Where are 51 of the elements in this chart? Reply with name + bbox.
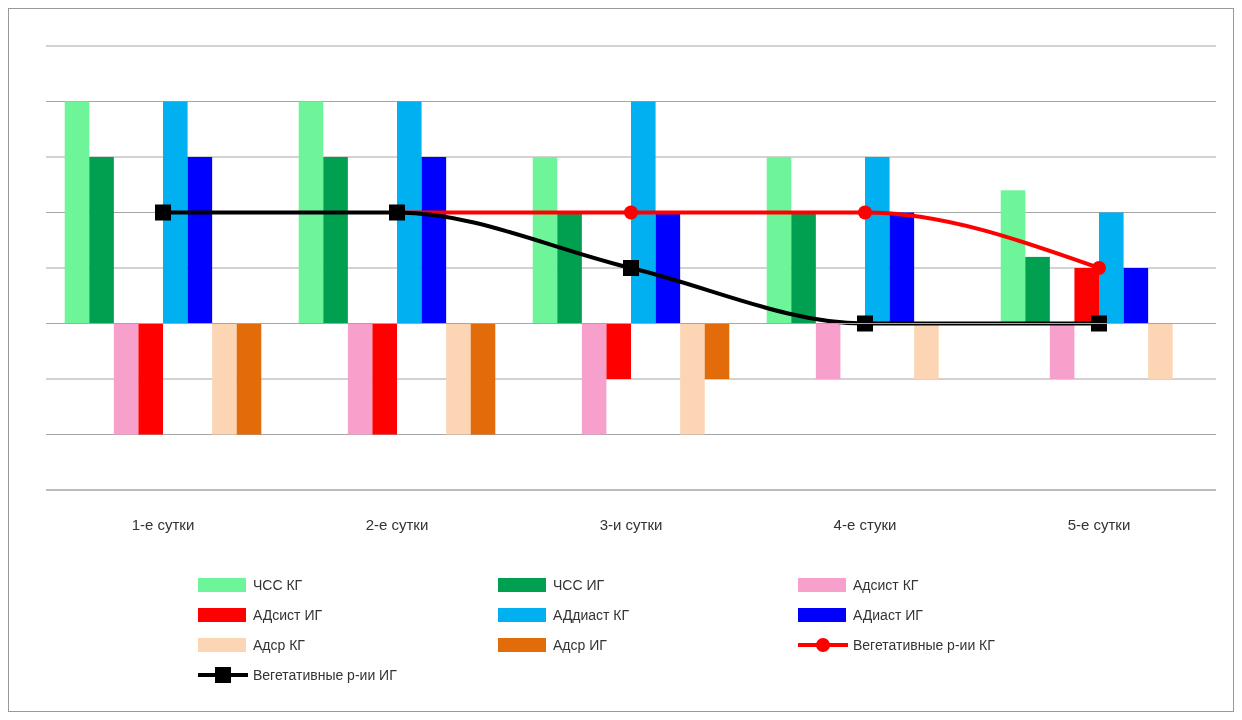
- legend-label: АДсист ИГ: [253, 607, 323, 623]
- x-tick-label: 3-и сутки: [599, 516, 663, 533]
- legend-label: Адсист КГ: [853, 577, 919, 593]
- bar: [89, 157, 114, 324]
- bar: [212, 323, 237, 435]
- x-tick-label: 4-е стуки: [833, 516, 897, 533]
- x-tick-label: 5-е сутки: [1067, 516, 1131, 533]
- bar: [64, 101, 90, 324]
- bar: [766, 157, 792, 324]
- bar: [113, 323, 139, 435]
- bar: [397, 101, 422, 324]
- bar: [298, 101, 324, 324]
- bar: [1049, 323, 1075, 379]
- legend-label: Адср ИГ: [553, 637, 608, 653]
- bar: [680, 323, 705, 435]
- bar: [704, 323, 730, 379]
- bar: [631, 101, 656, 324]
- bar: [323, 157, 348, 324]
- bar: [446, 323, 471, 435]
- bar: [347, 323, 373, 435]
- bar: [1099, 212, 1124, 324]
- bar: [606, 323, 631, 379]
- legend-label: АДиаст ИГ: [853, 607, 924, 623]
- bar: [187, 157, 213, 324]
- bar: [1148, 323, 1173, 379]
- bar: [163, 101, 188, 324]
- bar: [914, 323, 939, 379]
- bar: [470, 323, 496, 435]
- bar: [372, 323, 397, 435]
- bar: [1000, 190, 1026, 324]
- x-tick-label: 1-е сутки: [131, 516, 195, 533]
- bar: [421, 157, 447, 324]
- bar: [815, 323, 841, 379]
- bar: [791, 212, 816, 324]
- legend-label: ЧСС ИГ: [553, 577, 605, 593]
- bar: [1123, 268, 1149, 324]
- x-tick-label: 2-е сутки: [365, 516, 429, 533]
- legend-label: Адср КГ: [253, 637, 306, 653]
- bar: [138, 323, 163, 435]
- bar: [1025, 256, 1050, 324]
- bar: [532, 157, 558, 324]
- bar: [889, 212, 915, 324]
- legend-label: Вегетативные р-ии ИГ: [253, 667, 398, 683]
- bar: [557, 212, 582, 324]
- bar: [865, 157, 890, 324]
- bar: [655, 212, 681, 324]
- legend-label: ЧСС КГ: [253, 577, 303, 593]
- bar: [581, 323, 607, 435]
- legend-label: Вегетативные р-ии КГ: [853, 637, 996, 653]
- bar: [236, 323, 262, 435]
- legend-label: АДдиаст КГ: [553, 607, 630, 623]
